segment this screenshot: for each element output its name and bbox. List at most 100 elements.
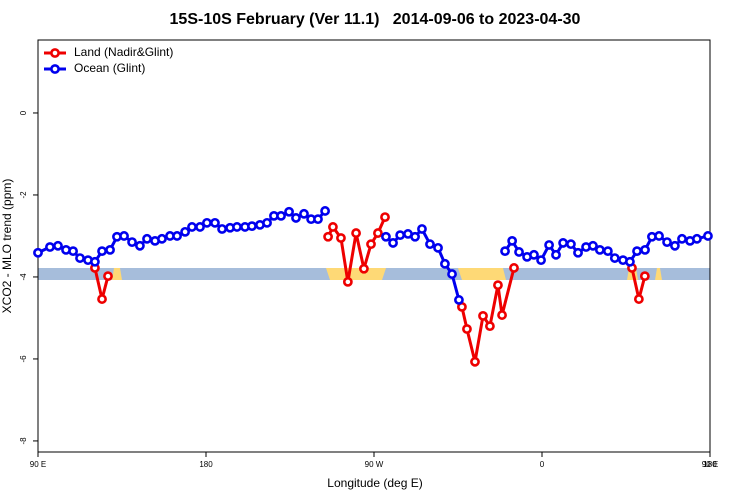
point — [662, 237, 672, 248]
point — [536, 255, 546, 266]
point — [632, 246, 642, 257]
point — [677, 233, 687, 244]
point — [395, 230, 406, 241]
point — [566, 239, 576, 250]
point — [514, 247, 524, 257]
point — [485, 321, 495, 332]
point — [202, 217, 212, 228]
point — [544, 240, 554, 250]
y-axis-label: XCO2 - MLO trend (ppm) — [0, 179, 14, 314]
x-tick-label: 180 — [703, 460, 717, 469]
point — [654, 231, 664, 241]
surface-band — [38, 268, 710, 280]
point — [342, 276, 353, 287]
y-tick-label: -6 — [19, 355, 28, 363]
point — [478, 310, 488, 321]
point — [291, 213, 301, 223]
point — [336, 233, 346, 243]
point — [33, 247, 43, 258]
point — [68, 246, 78, 257]
legend-marker — [50, 48, 60, 58]
point — [195, 222, 205, 232]
point — [262, 217, 272, 228]
point — [127, 237, 137, 248]
point — [90, 256, 100, 267]
point — [639, 271, 650, 282]
point — [45, 242, 55, 252]
chart-title: 15S-10S February (Ver 11.1) 2014-09-06 t… — [170, 11, 581, 28]
land-band — [326, 268, 386, 280]
point — [633, 294, 644, 304]
point — [497, 310, 507, 320]
series — [33, 206, 713, 305]
point — [157, 233, 167, 244]
point — [323, 231, 333, 242]
point — [97, 246, 107, 257]
point — [53, 240, 63, 251]
series — [90, 212, 650, 367]
point — [328, 222, 338, 232]
point — [217, 224, 227, 234]
point — [313, 214, 323, 225]
point — [551, 249, 561, 260]
point — [366, 239, 376, 250]
legend: Land (Nadir&Glint) Ocean (Glint) — [44, 45, 173, 75]
point — [210, 217, 220, 228]
land-band — [112, 268, 122, 280]
land-band — [655, 268, 662, 280]
legend-label: Land (Nadir&Glint) — [74, 45, 173, 59]
point — [232, 222, 242, 232]
y-tick-label: -4 — [19, 273, 28, 281]
point — [609, 253, 620, 263]
point — [692, 233, 702, 244]
x-tick-label: 0 — [540, 460, 545, 469]
y-tick-label: -8 — [19, 437, 28, 445]
point — [558, 238, 568, 248]
point — [276, 210, 286, 221]
point — [500, 246, 510, 257]
point — [410, 231, 420, 242]
y-tick-label: 0 — [19, 110, 28, 115]
point — [588, 240, 598, 251]
point — [388, 238, 398, 248]
x-tick-label: 90 E — [30, 460, 46, 469]
point — [493, 280, 503, 291]
point — [135, 240, 145, 251]
point — [529, 249, 539, 260]
point — [381, 231, 391, 242]
point — [299, 208, 309, 219]
point — [703, 231, 713, 241]
point — [142, 233, 152, 244]
point — [284, 206, 294, 217]
point — [573, 247, 583, 258]
point — [440, 258, 450, 269]
x-axis-label: Longitude (deg E) — [327, 476, 422, 490]
point — [359, 263, 369, 274]
point — [447, 269, 457, 279]
x-tick-label: 180 — [199, 460, 213, 469]
point — [670, 240, 680, 251]
point — [417, 224, 427, 234]
point — [180, 226, 190, 237]
point — [594, 244, 605, 255]
point — [509, 263, 519, 273]
point — [187, 222, 197, 232]
legend-label: Ocean (Glint) — [74, 61, 145, 75]
legend-marker — [50, 64, 60, 74]
x-tick-label: 90 E — [702, 460, 718, 469]
point — [247, 221, 257, 232]
y-tick-label: -2 — [19, 191, 28, 199]
point — [454, 295, 464, 305]
point — [425, 239, 435, 250]
point — [105, 244, 115, 255]
point — [97, 294, 107, 304]
point — [373, 228, 383, 238]
x-tick-label: 90 W — [365, 460, 384, 469]
point — [351, 228, 361, 238]
point — [602, 246, 613, 257]
point — [380, 212, 390, 222]
point — [103, 271, 113, 282]
point — [75, 253, 85, 263]
point — [119, 231, 129, 241]
